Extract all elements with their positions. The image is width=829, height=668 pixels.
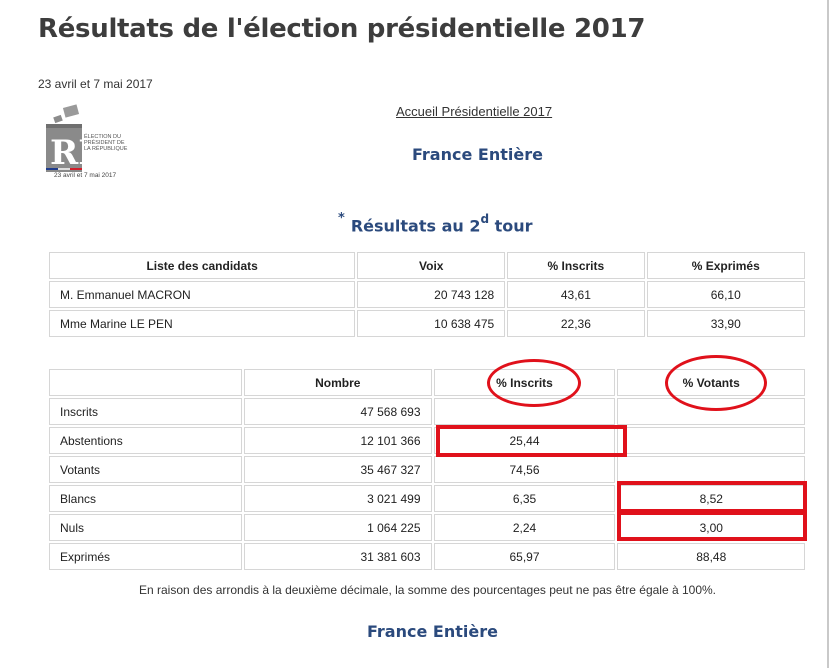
table-row: Mme Marine LE PEN 10 638 475 22,36 33,90 [49,310,805,337]
row-label: Inscrits [49,398,242,425]
row-label: Blancs [49,485,242,512]
table-row: Inscrits 47 568 693 [49,398,805,425]
count-cell: 47 568 693 [244,398,432,425]
row-label: Nuls [49,514,242,541]
pct-registered-cell: 25,44 [433,427,616,454]
pct-registered-cell: 2,24 [433,514,616,541]
votes-cell: 10 638 475 [357,310,506,337]
column-header: Liste des candidats [49,252,356,279]
pct-voters-cell: 8,52 [617,485,805,512]
pct-voters-cell [617,456,805,483]
count-cell: 31 381 603 [244,543,432,570]
pct-expressed-cell: 66,10 [646,281,805,308]
region-heading: France Entière [412,145,543,164]
pct-registered-cell: 22,36 [507,310,645,337]
candidates-table: Liste des candidats Voix % Inscrits % Ex… [47,250,807,339]
pct-voters-cell: 3,00 [617,514,805,541]
pct-voters-cell [617,398,805,425]
results-title-suffix: tour [489,216,533,236]
table-row: M. Emmanuel MACRON 20 743 128 43,61 66,1… [49,281,805,308]
pct-voters-cell [617,427,805,454]
pct-registered-cell [433,398,616,425]
footnote-star: * [338,211,345,227]
turnout-table: Nombre % Inscrits % Votants Inscrits 47 … [47,367,807,572]
count-cell: 12 101 366 [244,427,432,454]
pct-registered-cell: 65,97 [433,543,616,570]
count-cell: 3 021 499 [244,485,432,512]
table-header-row: Nombre % Inscrits % Votants [49,369,805,396]
pct-expressed-cell: 33,90 [646,310,805,337]
column-header: Nombre [244,369,432,396]
rounding-note: En raison des arrondis à la deuxième déc… [138,583,716,597]
row-label: Votants [49,456,242,483]
table-row: Votants 35 467 327 74,56 [49,456,805,483]
page-title: Résultats de l'élection présidentielle 2… [38,14,646,44]
election-dates: 23 avril et 7 mai 2017 [38,77,153,91]
table-header-row: Liste des candidats Voix % Inscrits % Ex… [49,252,805,279]
results-title-sup: d [480,212,490,226]
home-link[interactable]: Accueil Présidentielle 2017 [396,104,553,119]
table-row: Nuls 1 064 225 2,24 3,00 [49,514,805,541]
column-header: % Inscrits [433,369,616,396]
ballot-box-icon: RF [46,104,102,173]
votes-cell: 20 743 128 [357,281,506,308]
pct-registered-cell: 74,56 [433,456,616,483]
pct-voters-cell: 88,48 [617,543,805,570]
table-row: Blancs 3 021 499 6,35 8,52 [49,485,805,512]
logo-date: 23 avril et 7 mai 2017 [54,172,117,179]
footer-region-heading: France Entière [367,622,498,641]
page-right-border [827,0,829,668]
column-header: % Inscrits [507,252,645,279]
row-label: Exprimés [49,543,242,570]
candidate-name: M. Emmanuel MACRON [49,281,356,308]
table-row: Exprimés 31 381 603 65,97 88,48 [49,543,805,570]
results-round-title: * Résultats au 2d tour [338,211,533,236]
row-label: Abstentions [49,427,242,454]
count-cell: 1 064 225 [244,514,432,541]
pct-registered-cell: 6,35 [433,485,616,512]
column-header: % Votants [617,369,805,396]
column-header: Voix [357,252,506,279]
candidate-name: Mme Marine LE PEN [49,310,356,337]
results-title-prefix: Résultats au 2 [350,216,481,236]
logo-caption: ÉLECTION DU PRÉSIDENT DE LA RÉPUBLIQUE [84,134,128,152]
count-cell: 35 467 327 [244,456,432,483]
election-logo: RF ÉLECTION DU PRÉSIDENT DE LA RÉPUBLIQU… [44,104,132,182]
pct-registered-cell: 43,61 [507,281,645,308]
svg-text:RF: RF [50,133,102,173]
table-row: Abstentions 12 101 366 25,44 [49,427,805,454]
column-header: % Exprimés [646,252,805,279]
column-header [49,369,242,396]
